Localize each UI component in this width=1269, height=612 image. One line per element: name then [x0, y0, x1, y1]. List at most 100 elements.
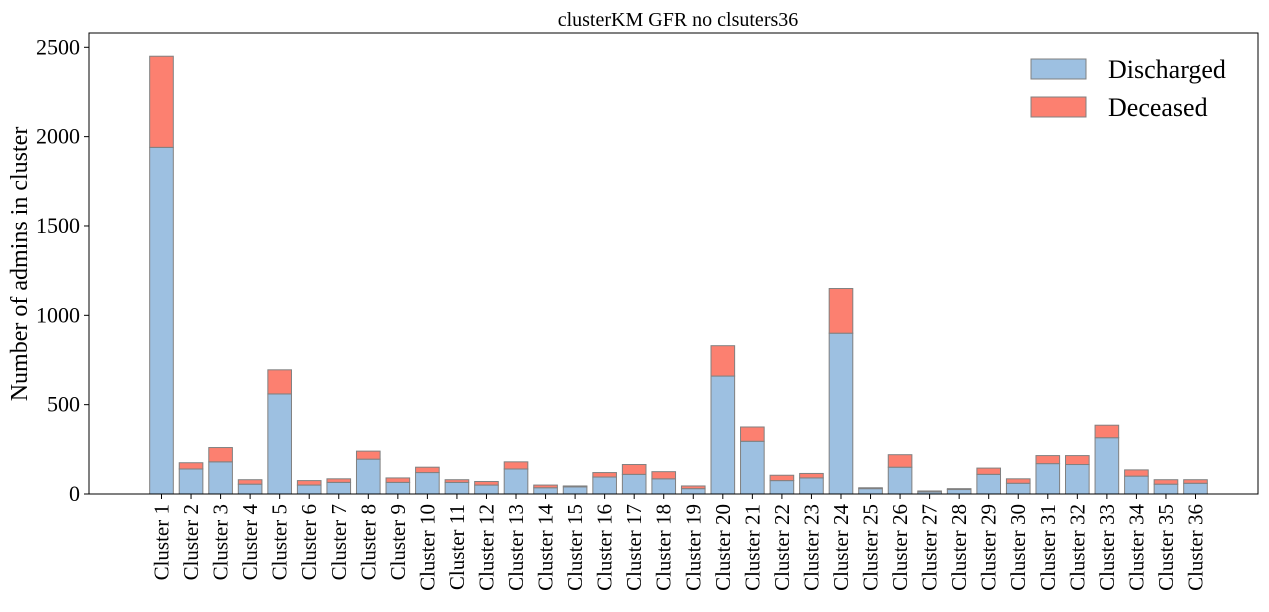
bar-discharged-4 [237, 483, 263, 495]
x-tick-label: Cluster 11 [445, 504, 469, 590]
bar-discharged-34 [1124, 475, 1149, 495]
bar-deceased-35 [1153, 479, 1179, 485]
bar-deceased-23 [799, 472, 824, 479]
bar-deceased-27 [917, 490, 942, 493]
x-tick-label: Cluster 10 [415, 504, 439, 591]
x-tick-label: Cluster 7 [327, 504, 351, 580]
x-tick-label: Cluster 29 [977, 504, 1001, 591]
y-axis-label: Number of admins in cluster [7, 127, 33, 402]
legend-swatch-deceased [1030, 96, 1087, 118]
bar-deceased-18 [651, 471, 677, 480]
bar-discharged-21 [740, 440, 765, 495]
bar-discharged-8 [355, 458, 381, 495]
x-axis: Cluster 1 Cluster 2 Cluster 3 Cluster 4 Clus… [150, 494, 1208, 591]
x-tick-label: Cluster 2 [179, 504, 203, 580]
x-tick-label: Cluster 15 [563, 504, 587, 591]
x-tick-label: Cluster 26 [888, 504, 912, 591]
bar-discharged-22 [769, 480, 795, 495]
bar-discharged-24 [828, 332, 854, 495]
bars-layer [149, 55, 1208, 495]
x-tick-label: Cluster 3 [209, 504, 233, 580]
bar-deceased-28 [946, 488, 972, 491]
bar-deceased-22 [769, 474, 795, 482]
x-tick-label: Cluster 19 [681, 504, 705, 591]
bar-deceased-16 [592, 472, 617, 478]
x-tick-label: Cluster 30 [1006, 504, 1030, 591]
bar-deceased-12 [474, 480, 499, 486]
bar-deceased-26 [887, 454, 913, 468]
x-tick-label: Cluster 34 [1124, 504, 1148, 591]
x-tick-label: Cluster 25 [859, 504, 883, 591]
bar-deceased-3 [208, 447, 233, 463]
x-tick-label: Cluster 33 [1095, 504, 1119, 591]
bar-deceased-34 [1124, 469, 1149, 477]
bar-deceased-32 [1065, 455, 1090, 466]
bar-deceased-29 [976, 467, 1002, 475]
x-tick-label: Cluster 4 [238, 504, 262, 581]
chart-title: clusterKM GFR no clsuters36 [558, 9, 799, 31]
bar-deceased-7 [326, 478, 352, 483]
bar-discharged-5 [267, 393, 292, 495]
bar-deceased-20 [710, 345, 736, 377]
bar-discharged-3 [208, 461, 233, 495]
bar-deceased-19 [680, 485, 706, 490]
x-tick-label: Cluster 14 [534, 504, 558, 591]
bar-deceased-21 [740, 426, 765, 442]
bar-discharged-36 [1183, 482, 1208, 495]
bar-discharged-28 [946, 489, 972, 495]
bar-deceased-15 [562, 485, 588, 488]
x-tick-label: Cluster 35 [1154, 504, 1178, 591]
y-tick-label: 0 [69, 481, 80, 506]
y-tick-label: 2500 [36, 34, 80, 59]
x-tick-label: Cluster 20 [711, 504, 735, 591]
y-axis: 0 500 1000 1500 2000 2500 [36, 34, 89, 506]
bar-discharged-11 [444, 481, 470, 495]
x-tick-label: Cluster 16 [593, 504, 617, 591]
bar-deceased-17 [621, 464, 647, 475]
y-tick-label: 1000 [36, 302, 80, 327]
bar-deceased-9 [385, 477, 411, 483]
x-tick-label: Cluster 27 [918, 504, 942, 591]
bar-discharged-7 [326, 481, 352, 495]
bar-discharged-14 [533, 487, 558, 495]
bar-deceased-24 [828, 288, 854, 334]
bar-deceased-25 [858, 487, 883, 490]
bar-deceased-8 [355, 450, 381, 460]
bar-deceased-5 [267, 369, 292, 395]
legend-label-discharged: Discharged [1108, 55, 1226, 84]
bar-deceased-6 [296, 480, 322, 486]
x-tick-label: Cluster 22 [770, 504, 794, 591]
x-tick-label: Cluster 24 [829, 504, 853, 591]
x-tick-label: Cluster 31 [1036, 504, 1060, 591]
bar-discharged-32 [1065, 464, 1090, 495]
legend-label-deceased: Deceased [1108, 93, 1208, 122]
bar-discharged-19 [680, 488, 706, 495]
bar-discharged-23 [799, 477, 824, 495]
bar-deceased-4 [237, 479, 263, 485]
x-tick-label: Cluster 6 [297, 504, 321, 580]
x-tick-label: Cluster 36 [1184, 504, 1208, 591]
bar-discharged-2 [178, 468, 204, 495]
bar-deceased-14 [533, 484, 558, 489]
x-tick-label: Cluster 12 [474, 504, 498, 591]
bar-discharged-25 [858, 488, 883, 495]
legend-swatch-discharged [1030, 58, 1087, 80]
y-tick-label: 2000 [36, 124, 80, 149]
bar-deceased-31 [1035, 455, 1061, 465]
bar-discharged-15 [562, 486, 588, 495]
bar-discharged-20 [710, 375, 736, 495]
bar-discharged-12 [474, 484, 499, 495]
bar-discharged-33 [1094, 437, 1120, 495]
bar-discharged-9 [385, 481, 411, 495]
bar-discharged-13 [503, 468, 529, 495]
bar-discharged-16 [592, 476, 617, 495]
bar-deceased-10 [415, 466, 440, 474]
x-tick-label: Cluster 13 [504, 504, 528, 591]
bar-deceased-1 [149, 55, 174, 148]
x-tick-label: Cluster 5 [268, 504, 292, 580]
x-tick-label: Cluster 8 [356, 504, 380, 580]
bar-discharged-18 [651, 478, 677, 495]
y-tick-label: 500 [47, 392, 80, 417]
bar-deceased-33 [1094, 424, 1120, 439]
